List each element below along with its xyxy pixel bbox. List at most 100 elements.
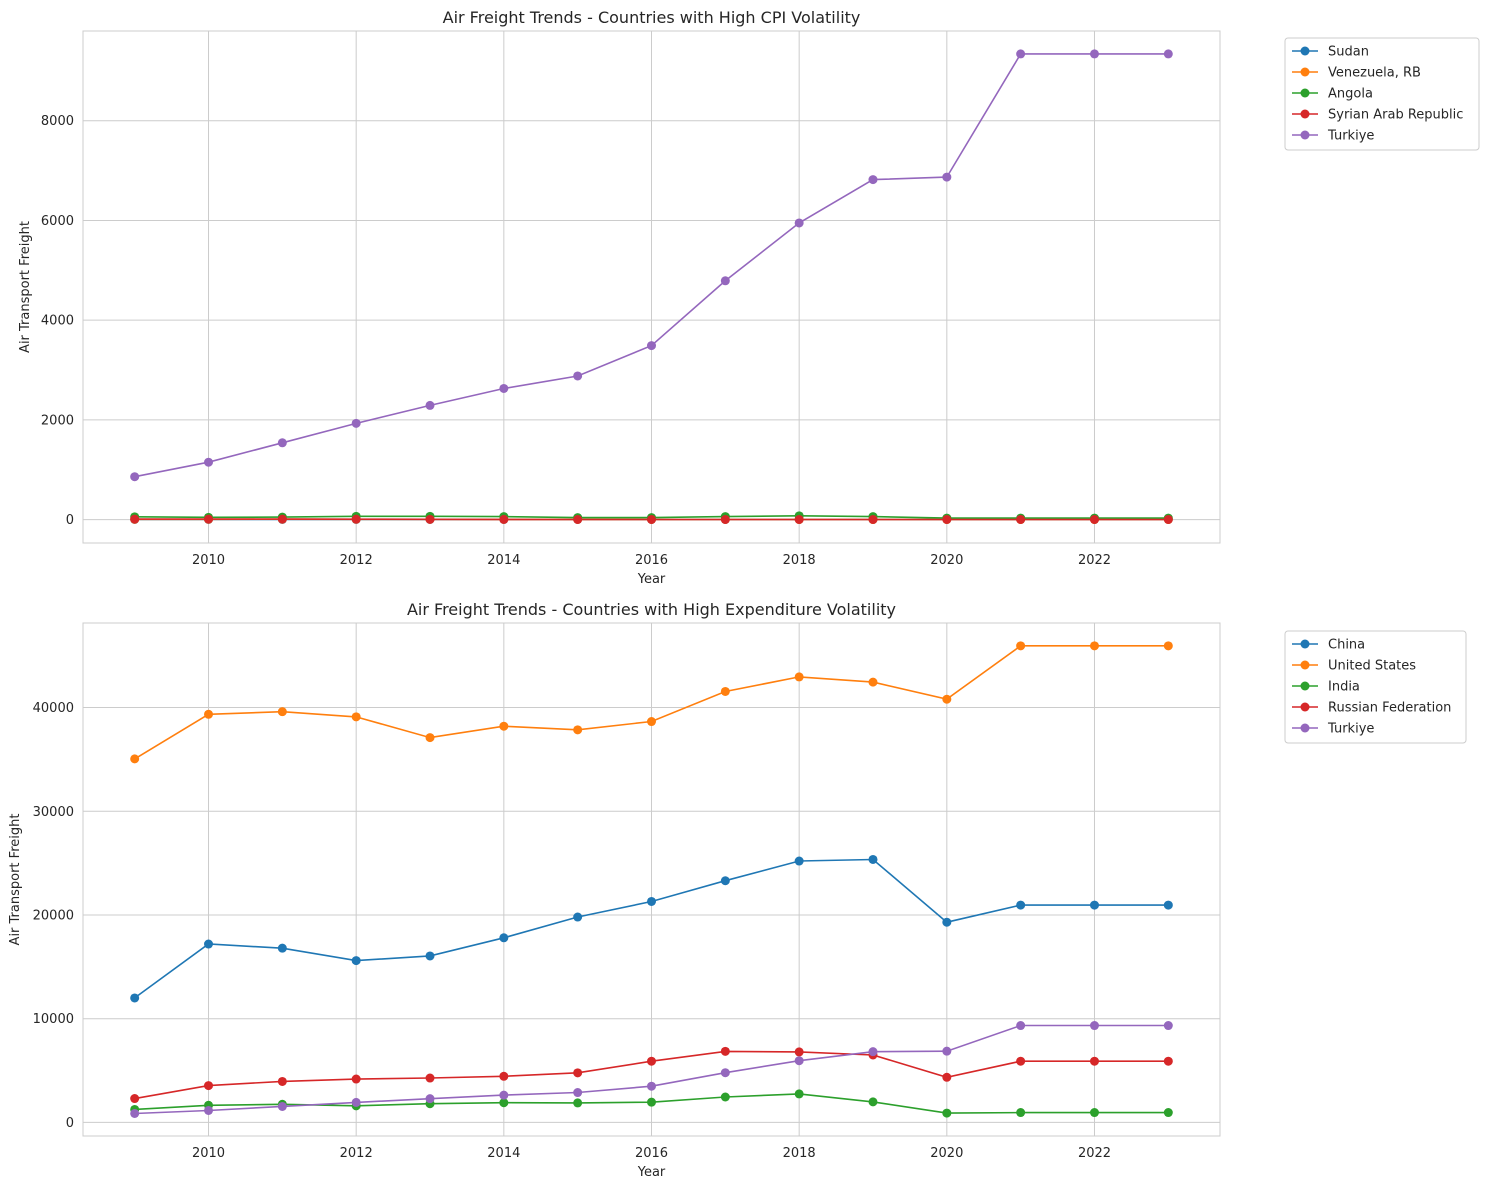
data-point (720, 1046, 730, 1056)
data-point (720, 1068, 730, 1078)
data-point (1089, 49, 1099, 59)
data-point (1089, 900, 1099, 910)
x-tick-label: 2022 (1078, 553, 1111, 568)
data-point (647, 717, 656, 727)
y-tick-label: 0 (66, 513, 74, 528)
legend-marker (1300, 681, 1310, 691)
data-point (277, 438, 287, 448)
legend-marker (1300, 723, 1310, 733)
y-tick-label: 6000 (41, 214, 74, 229)
data-point (1016, 1108, 1026, 1118)
data-point (1163, 49, 1173, 59)
data-point (794, 672, 804, 682)
data-point (277, 1101, 287, 1111)
legend-marker (1300, 639, 1310, 649)
data-point (499, 1090, 509, 1100)
legend-entry: United States (1328, 659, 1416, 674)
x-tick-label: 2018 (783, 1146, 816, 1161)
data-point (425, 400, 435, 410)
legend-entry: Sudan (1328, 45, 1369, 60)
data-point (1163, 1108, 1173, 1118)
data-point (942, 514, 952, 524)
data-point (720, 514, 730, 524)
y-tick-label: 4000 (41, 314, 74, 329)
data-point (647, 1097, 656, 1107)
data-point (204, 939, 214, 949)
data-point (425, 1073, 435, 1083)
data-point (868, 1047, 878, 1057)
data-point (942, 1046, 952, 1056)
data-point (1163, 514, 1173, 524)
data-point (1089, 1056, 1099, 1066)
data-point (1089, 641, 1099, 651)
data-point (868, 514, 878, 524)
data-point (1163, 900, 1173, 910)
legend-box (1284, 37, 1480, 151)
plot-frame (82, 622, 1221, 1137)
series-turkiye (130, 1021, 1173, 1118)
data-point (1089, 514, 1099, 524)
data-point (794, 218, 804, 228)
x-tick-label: 2020 (930, 553, 963, 568)
x-axis-label: Year (637, 572, 666, 587)
legend-box (1284, 630, 1467, 744)
series-turkiye (130, 49, 1173, 482)
data-point (351, 1074, 361, 1084)
y-axis-label: Air Transport Freight (18, 221, 33, 353)
y-axis-label: Air Transport Freight (8, 814, 23, 946)
data-point (794, 1047, 804, 1057)
data-point (204, 514, 214, 524)
data-point (204, 457, 214, 467)
x-tick-label: 2016 (635, 1146, 668, 1161)
data-point (1163, 1056, 1173, 1066)
data-point (425, 951, 435, 961)
data-point (130, 993, 140, 1003)
data-point (868, 854, 878, 864)
series-united-states (130, 641, 1173, 764)
data-point (1016, 49, 1026, 59)
data-point (942, 172, 952, 182)
data-point (720, 276, 730, 286)
data-point (204, 709, 214, 719)
plot-frame (82, 30, 1221, 544)
legend: China United States India Russian Federatio… (1284, 630, 1467, 744)
legend-marker (1300, 702, 1310, 712)
chart-expenditure-volatility: 2010 2012 2014 2016 2018 2020 2022 0 10000 20000 3… (8, 600, 1467, 1180)
data-point (1016, 1056, 1026, 1066)
data-point (942, 1072, 952, 1082)
data-point (573, 912, 583, 922)
y-tick-label: 40000 (33, 701, 74, 716)
chart-title: Air Freight Trends - Countries with High… (407, 600, 896, 619)
data-point (794, 514, 804, 524)
data-point (130, 514, 140, 524)
legend-marker (1300, 109, 1310, 119)
legend-marker (1300, 46, 1310, 56)
data-point (647, 1081, 656, 1091)
data-point (720, 686, 730, 696)
chart-title: Air Freight Trends - Countries with High… (443, 8, 861, 27)
data-point (868, 175, 878, 185)
data-point (351, 514, 361, 524)
data-point (1016, 641, 1026, 651)
data-point (1163, 1021, 1173, 1031)
data-point (647, 1056, 656, 1066)
data-point (425, 1094, 435, 1104)
x-tick-label: 2018 (783, 553, 816, 568)
x-tick-label: 2022 (1078, 1146, 1111, 1161)
data-point (868, 1097, 878, 1107)
data-point (720, 876, 730, 886)
chart-cpi-volatility: 2010 2012 2014 2016 2018 2020 2022 0 2000 4000 600… (18, 8, 1480, 587)
legend-entry: Turkiye (1327, 722, 1374, 737)
legend-marker (1300, 660, 1310, 670)
x-tick-label: 2010 (192, 1146, 225, 1161)
x-axis-label: Year (637, 1165, 666, 1180)
y-tick-label: 30000 (33, 805, 74, 820)
data-point (573, 1088, 583, 1098)
data-point (942, 694, 952, 704)
legend-entry: Turkiye (1327, 129, 1374, 144)
data-point (794, 856, 804, 866)
data-point (573, 725, 583, 735)
x-tick-label: 2016 (635, 553, 668, 568)
y-tick-label: 2000 (41, 413, 74, 428)
y-tick-label: 10000 (33, 1012, 74, 1027)
